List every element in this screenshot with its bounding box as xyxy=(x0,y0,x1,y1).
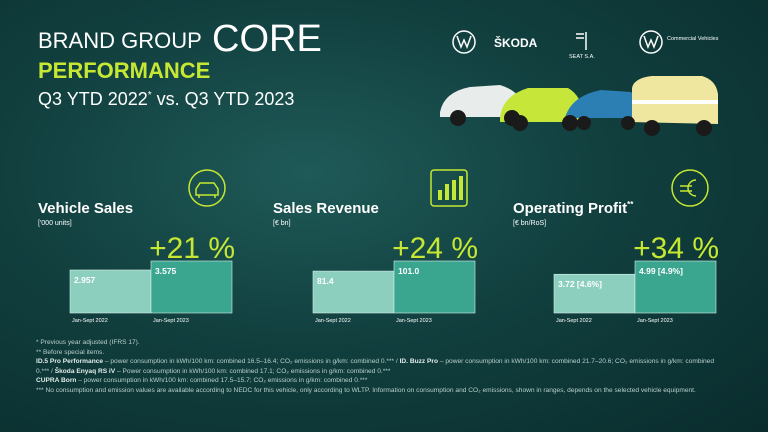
footnotes: * Previous year adjusted (IFRS 17). ** Be… xyxy=(36,338,726,396)
chart-title-mark: ** xyxy=(627,200,634,209)
bar xyxy=(553,273,636,314)
footnote-bold: ID.5 Pro Performance xyxy=(36,358,104,366)
brand: ŠKODA xyxy=(494,35,538,50)
chart-unit: ['000 units] xyxy=(38,220,72,227)
brand: Commercial Vehicles xyxy=(667,36,719,42)
x-tick-label: Jan-Sept 2022 xyxy=(315,318,351,324)
chart-title-text: Operating Profit xyxy=(513,200,627,217)
subtitle: PERFORMANCE xyxy=(38,58,210,83)
x-tick-label: Jan-Sept 2023 xyxy=(153,318,189,324)
brand: SEAT S.A. xyxy=(569,54,595,60)
period-b: vs. Q3 YTD 2023 xyxy=(152,89,295,109)
footnote-bold: ID. Buzz Pro xyxy=(399,358,439,366)
chart-title: Sales Revenue xyxy=(273,200,379,217)
bar xyxy=(393,260,476,314)
chart-title-text: Sales Revenue xyxy=(273,200,379,217)
period-mark: * xyxy=(148,90,152,101)
chart-title-text: Vehicle Sales xyxy=(38,200,133,217)
change-label: +21 % xyxy=(149,232,235,265)
footnote-text: – power consumption in kWh/100 km: combi… xyxy=(36,358,714,375)
bar xyxy=(312,270,395,314)
value-label: 2.957 xyxy=(74,275,96,285)
title-a: BRAND GROUP xyxy=(38,28,202,53)
chart-unit: [€ bn/RoS] xyxy=(513,220,546,227)
footnote-text: – power consumption in kWh/100 km: combi… xyxy=(103,358,400,366)
footnote-bold: Škoda Enyaq RS iV xyxy=(54,367,116,375)
logos xyxy=(452,30,663,54)
change-label: +34 % xyxy=(633,232,719,265)
footnote: ID.5 Pro Performance – power consumption… xyxy=(36,357,726,376)
footnote-text: – Power consumption in kWh/100 km: combi… xyxy=(115,367,391,375)
footnote-text: *** No consumption and emission values a… xyxy=(36,386,696,394)
change-label: +24 % xyxy=(392,232,478,265)
bar xyxy=(150,260,233,314)
x-tick-label: Jan-Sept 2022 xyxy=(556,318,592,324)
chart-title: Operating Profit** xyxy=(513,200,634,217)
period-a: Q3 YTD 2022 xyxy=(38,89,148,109)
bar xyxy=(69,269,152,314)
value-label: 3.72 [4.6%] xyxy=(558,279,602,289)
period: Q3 YTD 2022* vs. Q3 YTD 2023 xyxy=(38,89,294,109)
footnote-text: ** Before special items. xyxy=(36,348,105,356)
footnote: CUPRA Born – power consumption in kWh/10… xyxy=(36,376,726,386)
chart-unit: [€ bn] xyxy=(273,220,291,227)
footnote: * Previous year adjusted (IFRS 17). xyxy=(36,338,726,348)
icons xyxy=(188,169,709,207)
chart-title: Vehicle Sales xyxy=(38,200,133,217)
footnote: *** No consumption and emission values a… xyxy=(36,386,726,396)
x-tick-label: Jan-Sept 2023 xyxy=(637,318,673,324)
bar xyxy=(634,260,717,314)
value-label: 81.4 xyxy=(317,276,334,286)
footnote: ** Before special items. xyxy=(36,348,726,358)
value-label: 3.575 xyxy=(155,266,177,276)
x-tick-label: Jan-Sept 2022 xyxy=(72,318,108,324)
x-tick-label: Jan-Sept 2023 xyxy=(396,318,432,324)
footnote-text: * Previous year adjusted (IFRS 17). xyxy=(36,339,140,346)
cars xyxy=(440,76,718,136)
footnote-bold: CUPRA Born xyxy=(36,377,77,385)
value-label: 101.0 xyxy=(398,266,420,276)
title-b: CORE xyxy=(212,18,322,60)
footnote-text: – power consumption in kWh/100 km: combi… xyxy=(76,377,368,385)
value-label: 4.99 [4.9%] xyxy=(639,266,683,276)
